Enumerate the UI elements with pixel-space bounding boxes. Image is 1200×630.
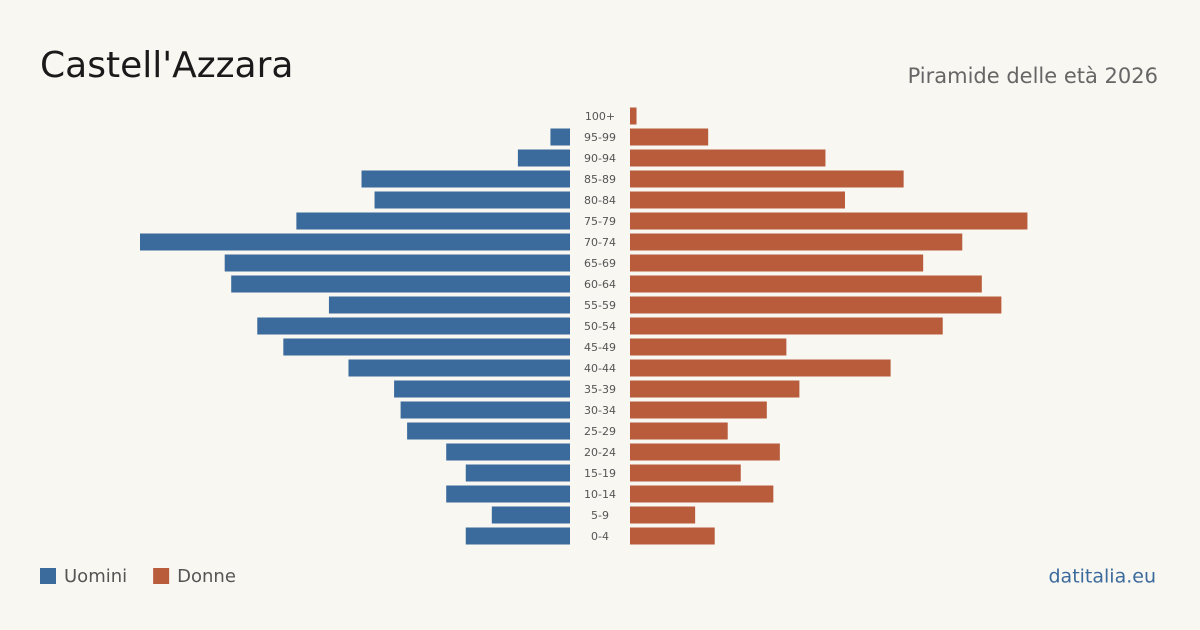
age-label: 40-44 <box>584 362 616 375</box>
age-label: 95-99 <box>584 131 616 144</box>
age-label: 100+ <box>585 110 615 123</box>
bar <box>446 443 570 461</box>
bar <box>400 401 570 419</box>
bar <box>630 233 963 251</box>
bar <box>630 443 780 461</box>
bar <box>630 275 982 293</box>
age-label: 75-79 <box>584 215 616 228</box>
bar <box>630 422 728 440</box>
bar <box>283 338 570 356</box>
legend-label: Uomini <box>64 566 127 587</box>
age-label: 45-49 <box>584 341 616 354</box>
bar <box>348 359 570 377</box>
chart-subtitle: Piramide delle età 2026 <box>908 64 1158 88</box>
bar <box>630 359 891 377</box>
bar <box>231 275 570 293</box>
bar <box>374 191 570 209</box>
age-label: 90-94 <box>584 152 616 165</box>
bar <box>630 506 696 524</box>
bar <box>517 149 570 167</box>
legend-swatch <box>40 568 56 584</box>
bar <box>407 422 570 440</box>
legend-swatch <box>153 568 170 584</box>
chart-title: Castell'Azzara <box>40 45 293 86</box>
bar <box>630 170 904 188</box>
bar <box>630 149 826 167</box>
bar <box>630 401 767 419</box>
bar <box>257 317 570 335</box>
bar <box>361 170 570 188</box>
bar <box>394 380 570 398</box>
bar <box>630 485 774 503</box>
age-label: 30-34 <box>584 404 616 417</box>
bar <box>630 191 845 209</box>
bar <box>328 296 570 314</box>
bar <box>224 254 571 272</box>
bar <box>630 107 637 125</box>
age-label: 80-84 <box>584 194 616 207</box>
age-label: 55-59 <box>584 299 616 312</box>
bar <box>550 128 570 146</box>
bar <box>630 317 943 335</box>
age-label: 0-4 <box>591 530 609 543</box>
age-label: 65-69 <box>584 257 616 270</box>
age-label: 5-9 <box>591 509 609 522</box>
age-label: 85-89 <box>584 173 616 186</box>
age-label: 15-19 <box>584 467 616 480</box>
bar <box>630 296 1002 314</box>
age-label: 25-29 <box>584 425 616 438</box>
bar <box>630 527 715 545</box>
bar <box>630 464 741 482</box>
bar <box>630 128 709 146</box>
bar <box>465 464 570 482</box>
bar <box>446 485 570 503</box>
age-label: 50-54 <box>584 320 616 333</box>
bar <box>491 506 570 524</box>
bar <box>140 233 570 251</box>
bar <box>630 254 924 272</box>
age-label: 20-24 <box>584 446 616 459</box>
bar <box>630 380 800 398</box>
age-label: 10-14 <box>584 488 616 501</box>
age-label: 60-64 <box>584 278 616 291</box>
source: datitalia.eu <box>1049 566 1157 588</box>
bar <box>630 338 787 356</box>
bar <box>630 212 1028 230</box>
bar <box>296 212 570 230</box>
legend-label: Donne <box>177 566 236 587</box>
age-label: 70-74 <box>584 236 616 249</box>
age-label: 35-39 <box>584 383 616 396</box>
bar <box>465 527 570 545</box>
